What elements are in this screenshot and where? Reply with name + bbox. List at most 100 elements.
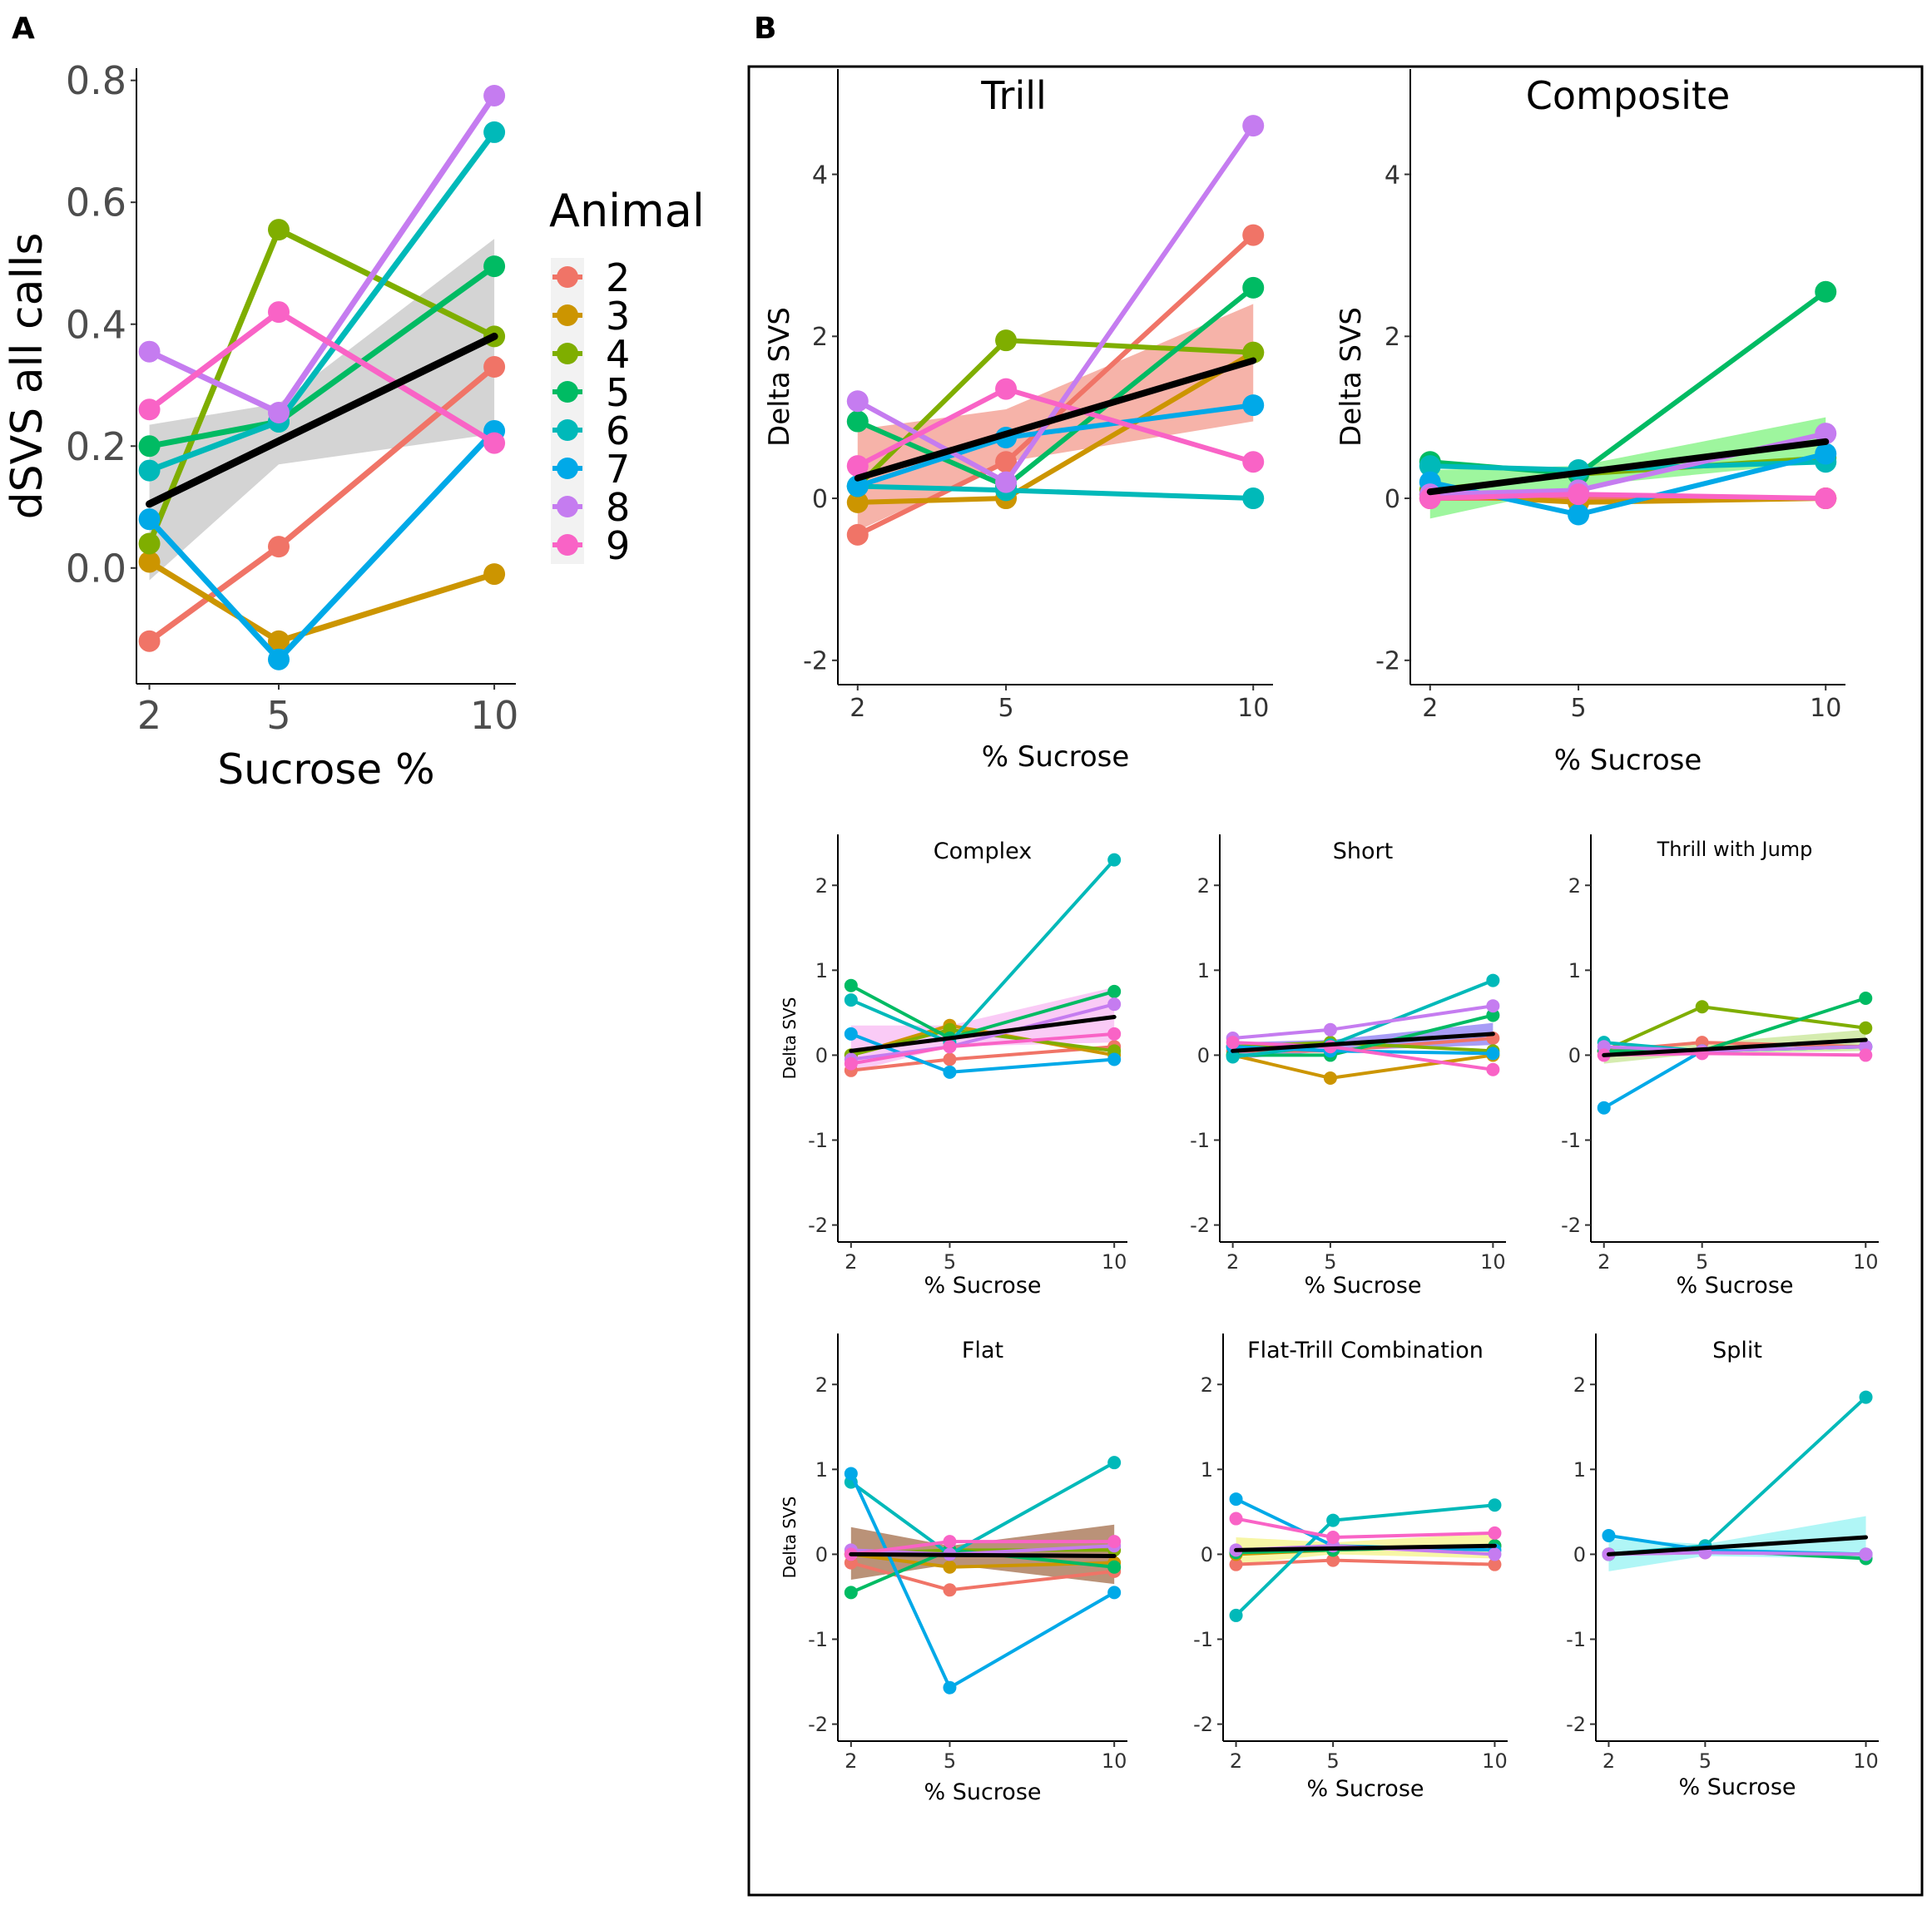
chart-title-flat_trill: Flat-Trill Combination	[1247, 1338, 1484, 1363]
y-axis-label-A: dSVS all calls	[2, 233, 52, 520]
legend-entry-label: 7	[606, 447, 630, 492]
legend-key-point	[557, 304, 578, 326]
y-tick-label-flat_trill: 2	[1201, 1373, 1213, 1397]
x-axis-label-thrill_jump: % Sucrose	[1676, 1273, 1793, 1299]
data-point-animal-4	[1695, 1000, 1709, 1014]
legend-entry-label: 5	[606, 370, 630, 415]
legend-key-point	[557, 266, 578, 288]
fit-line-trill	[854, 357, 1257, 482]
y-tick-label-short: -1	[1190, 1129, 1210, 1152]
data-point-animal-9	[268, 301, 290, 324]
x-tick-label-complex: 10	[1102, 1250, 1127, 1274]
x-tick-label-flat: 10	[1102, 1749, 1127, 1773]
data-point-animal-5	[138, 435, 161, 458]
fit-line-A	[146, 332, 498, 508]
x-tick-label-thrill_jump: 5	[1696, 1250, 1708, 1274]
x-axis-label-flat: % Sucrose	[924, 1779, 1041, 1805]
y-tick-label-thrill_jump: -1	[1561, 1129, 1581, 1152]
legend-key-point	[557, 496, 578, 517]
chart-thrill_jump: -2 -1 0 1 2 2 5 10 Thrill with Jump % Sucrose	[1561, 834, 1879, 1299]
legend-entry-label: 4	[606, 332, 630, 377]
y-tick-label-A: 0.4	[66, 302, 126, 347]
data-point-animal-3	[943, 1560, 957, 1574]
legend-key-point	[557, 343, 578, 364]
data-point-animal-3	[483, 563, 506, 586]
data-point-animal-8	[138, 340, 161, 363]
x-tick-label-composite: 2	[1422, 694, 1438, 723]
data-point-animal-5	[1242, 276, 1265, 299]
y-tick-label-thrill_jump: 1	[1568, 959, 1581, 982]
data-point-animal-6	[138, 459, 161, 482]
chart-title-trill: Trill	[980, 73, 1047, 118]
data-point-animal-8	[995, 471, 1018, 493]
legend-entry-label: 9	[606, 523, 630, 568]
data-point-animal-6	[1229, 1608, 1243, 1622]
data-point-animal-4	[995, 329, 1018, 352]
x-tick-label-flat_trill: 5	[1326, 1749, 1339, 1773]
data-point-animal-7	[844, 1027, 858, 1041]
data-point-animal-5	[483, 255, 506, 278]
x-tick-label-split: 2	[1603, 1749, 1615, 1773]
chart-composite: -2 0 2 4 2 5 10 Composite % Sucrose Delta SVS	[1335, 69, 1845, 777]
x-tick-label-trill: 5	[998, 694, 1014, 723]
data-point-animal-6	[1419, 455, 1441, 477]
x-tick-label-short: 10	[1480, 1250, 1506, 1274]
y-tick-label-composite: 0	[1385, 485, 1400, 514]
y-tick-label-thrill_jump: -2	[1561, 1214, 1581, 1237]
data-point-animal-7	[1597, 1101, 1611, 1115]
data-point-animal-7	[846, 475, 869, 497]
y-tick-label-split: -1	[1566, 1628, 1586, 1651]
x-tick-label-flat: 2	[845, 1749, 857, 1773]
data-point-animal-2	[1242, 224, 1265, 246]
y-tick-label-split: 2	[1573, 1373, 1586, 1397]
y-tick-label-composite: 2	[1385, 323, 1400, 352]
data-point-animal-2	[846, 523, 869, 546]
x-axis-label-split: % Sucrose	[1678, 1774, 1796, 1800]
data-point-animal-9	[846, 455, 869, 477]
y-tick-label-trill: -2	[803, 647, 828, 676]
chart-split: -2 -1 0 1 2 2 5 10 Split % Sucrose	[1566, 1334, 1879, 1800]
data-point-animal-6	[1242, 487, 1265, 510]
x-tick-label-trill: 2	[850, 694, 865, 723]
data-point-animal-6	[1107, 1456, 1122, 1470]
y-tick-label-trill: 0	[812, 485, 828, 514]
data-point-animal-9	[138, 398, 161, 421]
data-point-animal-6	[844, 993, 858, 1007]
y-tick-label-flat_trill: 0	[1201, 1543, 1213, 1566]
legend-entry-label: 6	[606, 408, 630, 453]
data-point-animal-7	[844, 1467, 858, 1481]
y-tick-label-composite: 4	[1385, 161, 1400, 190]
y-tick-label-complex: -1	[808, 1129, 828, 1152]
y-axis-label-composite: Delta SVS	[1335, 307, 1368, 447]
data-point-animal-9	[1859, 1048, 1873, 1062]
legend-key-point	[557, 419, 578, 441]
data-point-animal-9	[483, 432, 506, 454]
y-tick-label-thrill_jump: 0	[1568, 1044, 1581, 1067]
chart-flat_trill: -2 -1 0 1 2 2 5 10 Flat-Trill Combination % Sucro…	[1193, 1334, 1508, 1802]
x-tick-label-A: 2	[137, 693, 161, 738]
legend-key-point	[557, 458, 578, 479]
data-point-animal-9	[995, 378, 1018, 400]
data-point-animal-3	[268, 630, 290, 652]
panel-b-frame	[747, 65, 1924, 1897]
data-point-animal-9	[1226, 1036, 1240, 1050]
x-tick-label-split: 10	[1853, 1749, 1879, 1773]
data-point-animal-7	[1815, 443, 1837, 465]
fit-line-short	[1231, 1032, 1495, 1053]
data-point-animal-2	[1229, 1557, 1243, 1571]
data-point-animal-8	[268, 401, 290, 423]
data-point-animal-7	[268, 648, 290, 670]
x-tick-label-flat_trill: 2	[1230, 1749, 1242, 1773]
data-point-animal-6	[1107, 853, 1122, 867]
data-point-animal-5	[1486, 1008, 1500, 1022]
data-point-animal-4	[138, 532, 161, 555]
data-point-animal-8	[483, 84, 506, 106]
data-point-animal-9	[844, 1056, 858, 1071]
panel-b-label: B	[754, 12, 776, 46]
chart-short: -2 -1 0 1 2 2 5 10 Short % Sucrose	[1190, 834, 1506, 1299]
data-point-animal-7	[1486, 1047, 1500, 1061]
data-point-animal-9	[943, 1535, 957, 1549]
data-point-animal-7	[138, 508, 161, 531]
data-point-animal-6	[483, 121, 506, 143]
y-tick-label-thrill_jump: 2	[1568, 874, 1581, 898]
